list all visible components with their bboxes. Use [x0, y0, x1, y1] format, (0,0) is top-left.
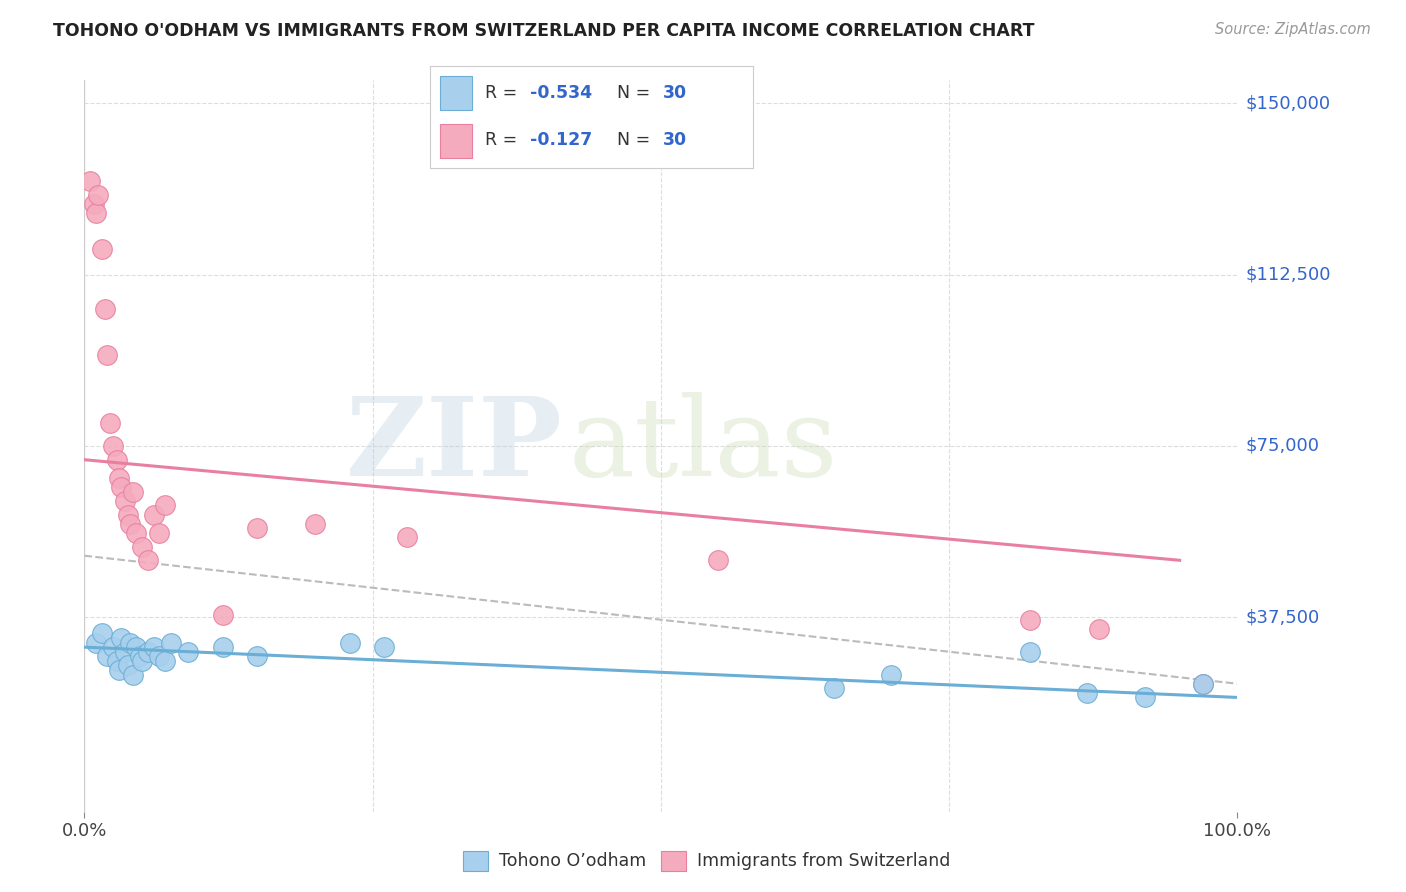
Point — [105, 654, 128, 668]
Point — [84, 206, 107, 220]
Point — [211, 608, 233, 623]
Point — [373, 640, 395, 655]
Point — [1191, 676, 1213, 690]
Point — [880, 667, 903, 681]
Point — [125, 640, 148, 655]
Point — [108, 663, 131, 677]
Point — [120, 635, 142, 649]
Point — [148, 649, 170, 664]
Text: -0.534: -0.534 — [530, 85, 592, 103]
Text: R =: R = — [485, 131, 523, 149]
Text: Tohono O’odham: Tohono O’odham — [499, 852, 647, 870]
Text: atlas: atlas — [568, 392, 838, 500]
Text: R =: R = — [485, 85, 523, 103]
Point — [1076, 686, 1098, 700]
Point — [142, 640, 165, 655]
Text: $112,500: $112,500 — [1246, 266, 1331, 284]
Point — [128, 649, 150, 664]
Point — [114, 493, 136, 508]
Point — [246, 521, 269, 535]
Point — [96, 649, 118, 664]
Point — [117, 508, 139, 522]
Point — [304, 516, 326, 531]
Point — [114, 645, 136, 659]
Point — [1018, 645, 1040, 659]
Point — [98, 416, 121, 430]
Point — [131, 540, 153, 554]
Point — [90, 626, 112, 640]
Point — [96, 347, 118, 362]
Point — [84, 635, 107, 649]
Text: TOHONO O'ODHAM VS IMMIGRANTS FROM SWITZERLAND PER CAPITA INCOME CORRELATION CHAR: TOHONO O'ODHAM VS IMMIGRANTS FROM SWITZE… — [53, 22, 1035, 40]
Text: Immigrants from Switzerland: Immigrants from Switzerland — [697, 852, 950, 870]
Point — [1018, 613, 1040, 627]
Text: $75,000: $75,000 — [1246, 437, 1320, 455]
FancyBboxPatch shape — [440, 124, 472, 158]
Point — [79, 174, 101, 188]
Point — [136, 645, 159, 659]
Point — [1133, 690, 1156, 705]
Point — [121, 667, 143, 681]
Point — [1088, 622, 1111, 636]
Point — [131, 654, 153, 668]
Text: $37,500: $37,500 — [1246, 608, 1320, 626]
Text: 30: 30 — [662, 131, 686, 149]
Point — [105, 452, 128, 467]
Point — [125, 525, 148, 540]
Text: N =: N = — [617, 85, 657, 103]
Point — [87, 187, 110, 202]
Point — [707, 553, 730, 567]
Text: 30: 30 — [662, 85, 686, 103]
Point — [108, 471, 131, 485]
Point — [90, 243, 112, 257]
Point — [160, 635, 183, 649]
FancyBboxPatch shape — [440, 76, 472, 110]
Point — [117, 658, 139, 673]
Point — [136, 553, 159, 567]
Point — [83, 196, 105, 211]
Point — [396, 530, 419, 544]
Text: Source: ZipAtlas.com: Source: ZipAtlas.com — [1215, 22, 1371, 37]
Point — [1191, 676, 1213, 690]
Point — [110, 480, 132, 494]
Point — [148, 525, 170, 540]
Point — [103, 640, 124, 655]
Text: ZIP: ZIP — [346, 392, 562, 500]
Point — [94, 301, 117, 316]
Point — [110, 631, 132, 645]
Point — [153, 499, 176, 513]
Point — [246, 649, 269, 664]
Point — [211, 640, 233, 655]
Text: $150,000: $150,000 — [1246, 95, 1330, 112]
Point — [153, 654, 176, 668]
Point — [121, 484, 143, 499]
Point — [339, 635, 361, 649]
Point — [103, 439, 124, 453]
Text: -0.127: -0.127 — [530, 131, 592, 149]
Point — [823, 681, 845, 696]
Point — [142, 508, 165, 522]
Text: N =: N = — [617, 131, 657, 149]
Point — [120, 516, 142, 531]
Point — [177, 645, 200, 659]
